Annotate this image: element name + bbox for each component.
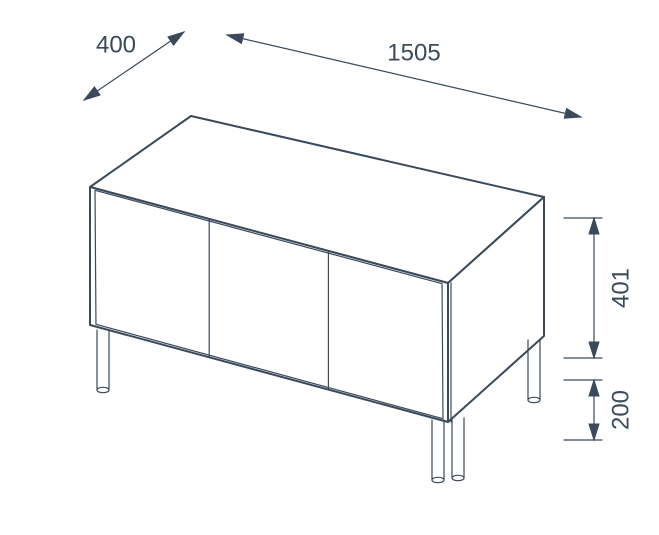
dim-depth-label: 400 bbox=[96, 31, 136, 58]
dim-height-label: 401 bbox=[607, 268, 634, 308]
cabinet-isometric bbox=[90, 116, 544, 483]
dim-width-label: 1505 bbox=[387, 39, 440, 66]
dim-leg-label: 200 bbox=[607, 390, 634, 430]
dimension-drawing: 400 1505 401 200 bbox=[0, 0, 659, 535]
